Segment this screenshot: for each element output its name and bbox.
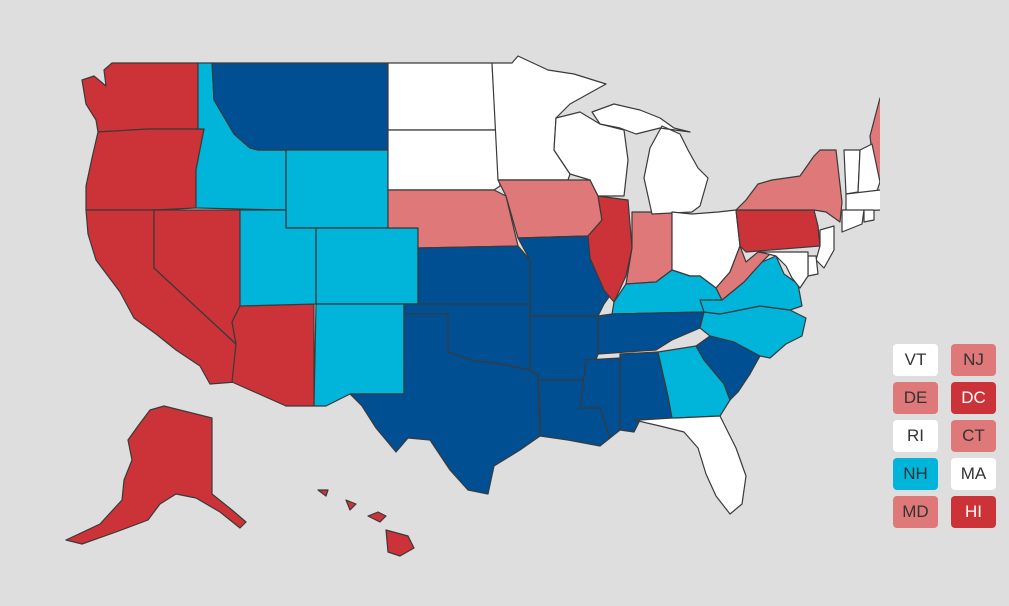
us-state-map: [65, 55, 880, 557]
state-AK[interactable]: [65, 405, 247, 545]
small-state-chip-nh[interactable]: NH: [893, 458, 938, 490]
state-ND[interactable]: [387, 62, 497, 131]
state-TX[interactable]: [349, 313, 541, 495]
state-SD[interactable]: [387, 129, 501, 191]
small-state-chip-ri[interactable]: RI: [893, 420, 938, 452]
small-state-chip-md[interactable]: MD: [893, 496, 938, 528]
state-WY[interactable]: [285, 149, 389, 229]
state-RI[interactable]: [863, 209, 875, 223]
small-state-chip-dc[interactable]: DC: [951, 382, 996, 414]
state-MD[interactable]: [759, 251, 809, 289]
state-AZ[interactable]: [231, 303, 315, 407]
state-IL[interactable]: [587, 195, 633, 303]
small-state-label: RI: [907, 426, 924, 445]
small-state-label: NJ: [963, 350, 984, 369]
small-state-label: VT: [904, 350, 927, 369]
state-MA[interactable]: [845, 189, 880, 213]
state-CT[interactable]: [841, 209, 865, 233]
state-PA[interactable]: [735, 209, 821, 253]
small-state-label: NH: [903, 464, 928, 483]
state-IN[interactable]: [625, 211, 673, 285]
small-state-chip-vt[interactable]: VT: [893, 344, 938, 376]
state-NJ[interactable]: [815, 225, 835, 269]
small-state-chip-nj[interactable]: NJ: [951, 344, 996, 376]
state-NH[interactable]: [857, 143, 880, 195]
small-state-chip-hi[interactable]: HI: [951, 496, 996, 528]
state-KS[interactable]: [417, 245, 531, 305]
state-VT[interactable]: [843, 149, 861, 195]
small-state-chip-ma[interactable]: MA: [951, 458, 996, 490]
small-state-label: MA: [960, 464, 987, 483]
small-states-legend: VT NJ DE DC RI CT NH MA MD HI: [893, 344, 996, 528]
small-state-label: DC: [961, 388, 986, 407]
state-WA[interactable]: [81, 62, 199, 133]
state-MT[interactable]: [211, 62, 389, 151]
small-state-chip-de[interactable]: DE: [893, 382, 938, 414]
small-state-label: CT: [962, 426, 985, 445]
state-HI[interactable]: [317, 489, 415, 557]
state-FL[interactable]: [633, 415, 747, 515]
state-OR[interactable]: [85, 128, 205, 211]
small-state-label: MD: [902, 502, 929, 521]
small-state-chip-ct[interactable]: CT: [951, 420, 996, 452]
state-CO[interactable]: [315, 227, 419, 305]
state-NM[interactable]: [313, 303, 405, 407]
state-WI[interactable]: [553, 111, 629, 197]
state-DE[interactable]: [807, 255, 819, 277]
state-NY[interactable]: [735, 149, 843, 223]
small-state-label: HI: [965, 502, 982, 521]
small-state-label: DE: [903, 388, 928, 407]
